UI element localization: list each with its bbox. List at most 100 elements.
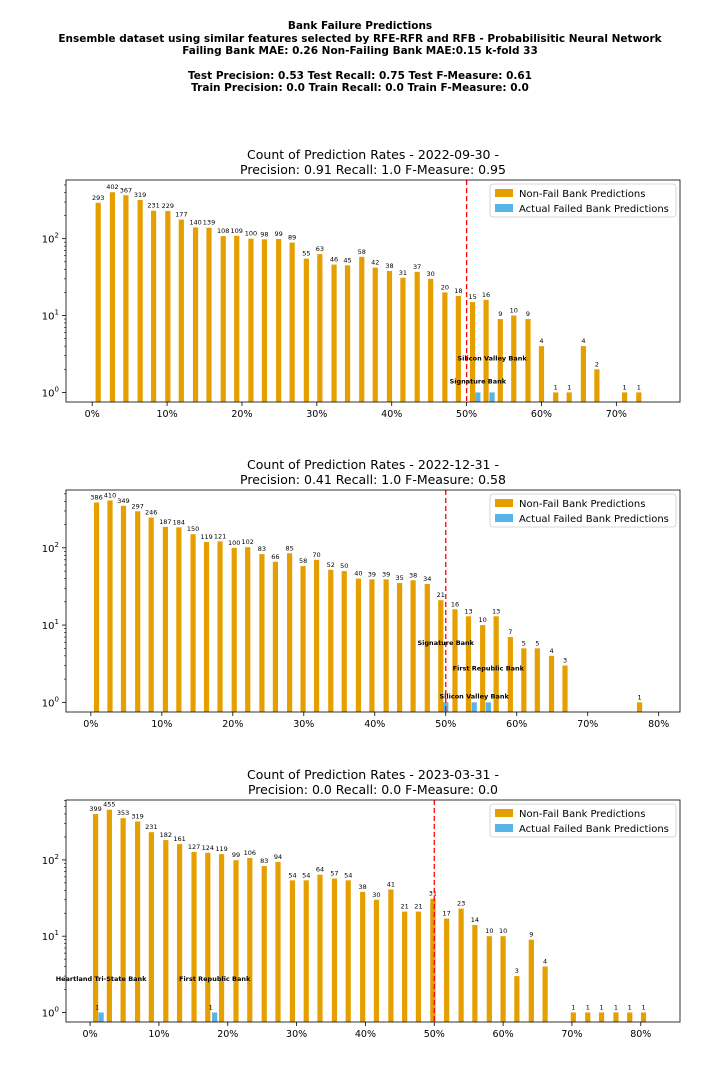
x-tick-label: 10% bbox=[157, 409, 178, 420]
bar-value-label: 1 bbox=[554, 383, 558, 391]
bar-value-label: 1 bbox=[571, 1003, 575, 1011]
bar-value-label: 297 bbox=[131, 502, 143, 510]
legend-swatch-failed bbox=[495, 204, 513, 212]
bar-value-label: 231 bbox=[147, 202, 159, 210]
bar-value-label: 21 bbox=[414, 903, 422, 911]
nonfail-bar bbox=[203, 541, 210, 712]
nonfail-bar bbox=[192, 227, 199, 402]
bar-value-label: 9 bbox=[498, 310, 502, 318]
nonfail-bar bbox=[410, 580, 416, 712]
bar-value-label: 1 bbox=[623, 383, 627, 391]
x-tick-label: 40% bbox=[355, 1029, 376, 1040]
bar-value-label: 23 bbox=[457, 900, 465, 908]
nonfail-bar bbox=[594, 369, 600, 402]
nonfail-bar bbox=[373, 899, 380, 1022]
x-tick-label: 80% bbox=[648, 719, 669, 730]
nonfail-bar bbox=[163, 840, 169, 1022]
nonfail-bar bbox=[231, 547, 237, 712]
bar-value-label: 99 bbox=[232, 851, 240, 859]
bar-value-label: 13 bbox=[464, 607, 472, 615]
bar-value-label: 13 bbox=[492, 607, 500, 615]
nonfail-bar bbox=[497, 319, 503, 402]
bar-value-label: 83 bbox=[260, 857, 268, 865]
bar-value-label: 1 bbox=[614, 1003, 618, 1011]
nonfail-bar bbox=[585, 1012, 591, 1022]
nonfail-bar bbox=[345, 880, 351, 1022]
failed-bank-bar bbox=[471, 702, 477, 712]
y-tick-label: 101 bbox=[42, 618, 59, 632]
header-train-metrics: Train Precision: 0.0 Train Recall: 0.0 T… bbox=[191, 82, 529, 94]
bar-value-label: 37 bbox=[413, 263, 421, 271]
chart-title: Count of Prediction Rates - 2023-03-31 - bbox=[247, 767, 499, 782]
bar-value-label: 100 bbox=[245, 230, 257, 238]
axes-frame bbox=[65, 489, 681, 713]
bar-value-label: 319 bbox=[134, 191, 146, 199]
y-tick-label: 101 bbox=[42, 929, 59, 943]
axes-frame bbox=[65, 799, 681, 1023]
y-tick-label: 100 bbox=[42, 385, 59, 399]
bar-value-label: 89 bbox=[288, 234, 296, 242]
nonfail-bar bbox=[148, 832, 154, 1022]
x-tick-label: 60% bbox=[493, 1029, 514, 1040]
nonfail-bar bbox=[402, 911, 408, 1022]
nonfail-bar bbox=[206, 227, 212, 402]
bar-value-label: 7 bbox=[508, 628, 512, 636]
bar-value-label: 99 bbox=[275, 230, 283, 238]
bar-value-label: 1 bbox=[628, 1003, 632, 1011]
bar-value-label: 83 bbox=[258, 545, 266, 553]
bar-value-label: 41 bbox=[387, 880, 395, 888]
legend-box bbox=[489, 183, 677, 218]
nonfail-bar bbox=[261, 866, 267, 1022]
nonfail-bar bbox=[303, 880, 309, 1022]
nonfail-bar bbox=[191, 851, 197, 1022]
nonfail-bar bbox=[344, 265, 351, 402]
failed-bank-annotation: First Republic Bank bbox=[179, 975, 251, 983]
bar-value-label: 5 bbox=[535, 639, 539, 647]
bar-value-label: 9 bbox=[526, 310, 530, 318]
bar-value-label: 30 bbox=[372, 891, 380, 899]
bar-value-label: 3 bbox=[563, 656, 567, 664]
failed-bank-annotation: Signature Bank bbox=[450, 378, 507, 386]
bar-value-label: 229 bbox=[162, 202, 174, 210]
bar-value-label: 46 bbox=[330, 256, 338, 264]
failed-bank-bar bbox=[98, 1012, 104, 1022]
bar-value-label: 109 bbox=[231, 227, 243, 235]
chart-title: Count of Prediction Rates - 2022-12-31 - bbox=[247, 457, 499, 472]
nonfail-bar bbox=[286, 553, 293, 712]
x-tick-label: 20% bbox=[222, 719, 243, 730]
bar-value-label: 54 bbox=[288, 871, 296, 879]
x-tick-label: 0% bbox=[85, 409, 100, 420]
legend-label-failed: Actual Failed Bank Predictions bbox=[519, 824, 669, 835]
figure-header: Bank Failure Predictions Ensemble datase… bbox=[0, 20, 720, 95]
bar-value-label: 150 bbox=[187, 525, 199, 533]
nonfail-bar bbox=[469, 302, 476, 402]
x-tick-label: 80% bbox=[630, 1029, 651, 1040]
nonfail-bar bbox=[636, 702, 643, 712]
nonfail-bar bbox=[95, 202, 101, 402]
x-tick-label: 60% bbox=[531, 409, 552, 420]
nonfail-bar bbox=[178, 219, 184, 402]
y-tick-label: 100 bbox=[42, 1005, 59, 1019]
nonfail-bar bbox=[397, 583, 403, 712]
x-tick-label: 30% bbox=[286, 1029, 307, 1040]
failed-bar-value-label: 1 bbox=[95, 1003, 99, 1011]
bar-value-label: 15 bbox=[468, 293, 476, 301]
bar-value-label: 39 bbox=[368, 570, 376, 578]
y-tick-label: 101 bbox=[42, 309, 59, 323]
bar-value-label: 353 bbox=[117, 809, 129, 817]
bar-value-label: 1 bbox=[637, 383, 641, 391]
bar-value-label: 16 bbox=[482, 291, 490, 299]
bar-value-label: 10 bbox=[499, 927, 507, 935]
nonfail-bar bbox=[636, 392, 642, 402]
bar-value-label: 70 bbox=[312, 551, 320, 559]
chart-metrics-subtitle: Precision: 0.91 Recall: 1.0 F-Measure: 0… bbox=[240, 162, 506, 177]
nonfail-bar bbox=[521, 648, 527, 712]
chart-panel-2: Count of Prediction Rates - 2022-12-31 -… bbox=[42, 457, 681, 730]
chart-panel-3: Count of Prediction Rates - 2023-03-31 -… bbox=[42, 767, 681, 1040]
legend-label-nonfail: Non-Fail Bank Predictions bbox=[519, 809, 645, 820]
nonfail-bar bbox=[217, 541, 223, 712]
bar-value-label: 124 bbox=[202, 844, 214, 852]
bar-value-label: 58 bbox=[358, 248, 366, 256]
bar-value-label: 4 bbox=[543, 958, 547, 966]
legend-swatch-nonfail bbox=[495, 499, 513, 507]
